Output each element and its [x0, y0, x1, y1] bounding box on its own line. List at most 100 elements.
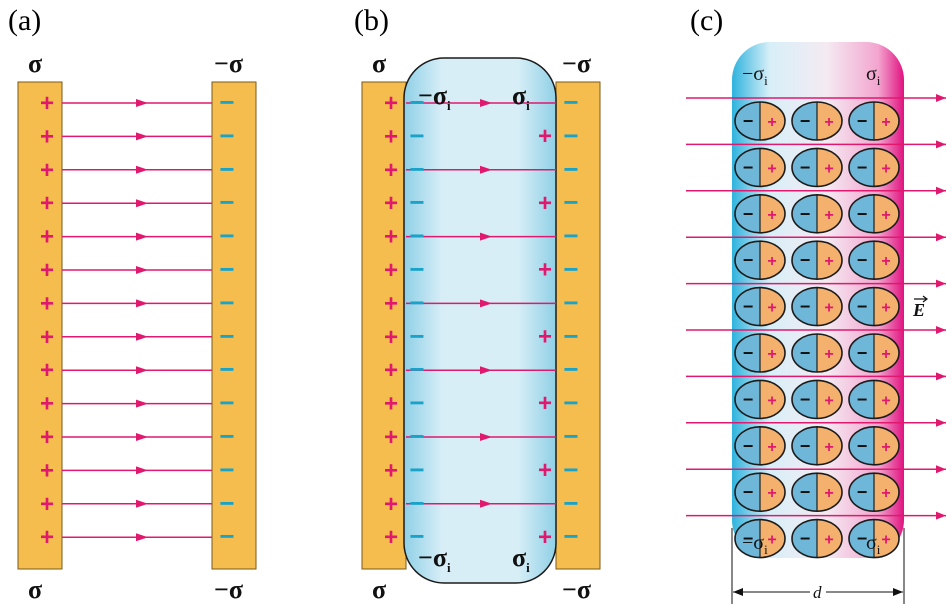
induced-minus-charge: − [409, 454, 424, 484]
molecule-positive-half [760, 148, 785, 187]
molecule-negative-half [849, 380, 874, 419]
arrowhead-icon [136, 433, 148, 441]
polarized-molecule: − + [848, 425, 900, 466]
polarized-molecule: − + [734, 518, 786, 559]
molecule-negative-half [735, 287, 760, 326]
plus-charge: + [40, 324, 54, 351]
induced-minus-charge: − [409, 187, 424, 217]
sigma-top-left: σ [28, 49, 42, 78]
molecule-positive-half [817, 380, 842, 419]
field-lines [62, 99, 212, 542]
plus-charge: + [40, 457, 54, 484]
polarized-molecule: − + [791, 518, 843, 559]
molecule-positive-half [760, 194, 785, 233]
molecule-minus-sign: − [800, 482, 811, 502]
plus-charge: + [384, 157, 398, 184]
sigma-i-bottom-left: −σi [418, 543, 451, 575]
minus-charge: − [563, 454, 578, 484]
molecule-plus-sign: + [824, 253, 833, 270]
arrowhead-icon [480, 232, 492, 241]
polarized-molecule: − + [734, 333, 786, 373]
molecule-minus-sign: − [743, 482, 754, 502]
molecule-plus-sign: + [881, 392, 890, 409]
induced-minus-charge: − [409, 388, 424, 418]
molecule-negative-half [735, 426, 760, 465]
molecule-minus-sign: − [800, 297, 811, 317]
molecule-positive-half [874, 519, 899, 558]
minus-charge: − [563, 388, 578, 418]
molecule-plus-sign: + [824, 300, 833, 317]
molecule-plus-sign: + [767, 346, 776, 363]
polarized-molecule: − + [848, 518, 900, 559]
molecule-negative-half [792, 473, 817, 512]
polarized-molecule: − + [734, 240, 786, 281]
polarized-molecule: − + [791, 194, 843, 234]
minus-charge: − [563, 187, 578, 217]
molecule-negative-half [849, 473, 874, 512]
molecule-minus-sign: − [800, 111, 811, 131]
minus-charge: − [563, 154, 578, 184]
arrowhead-icon [936, 511, 946, 520]
arrowhead-icon [136, 299, 148, 308]
induced-minus-charge: − [409, 287, 424, 317]
plus-charge: + [40, 157, 54, 184]
width-dimension: d [731, 528, 905, 604]
molecule-positive-half [874, 380, 899, 419]
minus-charge: − [563, 287, 578, 317]
minus-charge: − [219, 388, 234, 418]
molecule-positive-half [817, 241, 843, 280]
molecule-minus-sign: − [800, 436, 811, 456]
molecule-plus-sign: + [824, 207, 833, 224]
molecule-plus-sign: + [824, 485, 833, 502]
induced-plus-charge: + [538, 257, 552, 284]
molecule-positive-half [874, 334, 899, 372]
arrowhead-icon [936, 279, 946, 288]
minus-charge: − [219, 521, 234, 551]
induced-minus-charge: − [409, 221, 424, 251]
molecule-plus-sign: + [881, 207, 890, 224]
plus-charge: + [384, 324, 398, 351]
molecule-minus-sign: − [800, 343, 811, 363]
field-lines [686, 94, 946, 520]
molecule-plus-sign: + [767, 532, 776, 549]
negative-plate [555, 81, 601, 570]
arrowhead-icon [936, 372, 946, 381]
minus-charge: − [219, 321, 234, 351]
molecule-negative-half [849, 148, 874, 187]
molecule-negative-half [735, 148, 760, 187]
minus-charge: − [563, 354, 578, 384]
polarized-molecule: − + [791, 379, 843, 420]
molecule-minus-sign: − [857, 389, 868, 409]
molecule-negative-half [849, 194, 874, 233]
molecule-negative-half [792, 380, 817, 419]
molecule-negative-half [735, 102, 760, 140]
plus-charge: + [40, 357, 54, 384]
molecule-negative-half [735, 241, 760, 280]
molecule-minus-sign: − [800, 250, 811, 270]
polarized-molecule: − + [848, 147, 900, 188]
molecule-minus-sign: − [800, 529, 811, 549]
plus-charge: + [384, 424, 398, 451]
molecule-minus-sign: − [857, 297, 868, 317]
molecule-minus-sign: − [857, 529, 868, 549]
plus-charge: + [40, 224, 54, 251]
molecule-negative-half [792, 102, 817, 140]
induced-minus-charge: − [409, 354, 424, 384]
molecule-plus-sign: + [767, 253, 776, 270]
plus-charge: + [384, 123, 398, 150]
plus-charge: + [384, 257, 398, 284]
molecule-negative-half [735, 380, 760, 419]
polarized-molecule: − + [734, 286, 786, 327]
arrowhead-icon [136, 399, 148, 408]
molecule-minus-sign: − [743, 250, 754, 270]
negative-plate [211, 81, 257, 570]
molecule-negative-half [849, 519, 874, 558]
charges: + − −+ − −+ − −+ − −+ − −+ − −+ − −+ − −+ − −+ − −+ − −+ − −+ − −+… [384, 87, 579, 551]
minus-charge: − [219, 87, 234, 117]
sigma-i-bottom-right: σi [512, 543, 530, 575]
molecule-plus-sign: + [767, 392, 776, 409]
molecule-minus-sign: − [743, 157, 754, 177]
molecule-positive-half [760, 102, 785, 140]
molecule-positive-half [874, 473, 899, 512]
polarized-molecule: − + [848, 240, 900, 281]
